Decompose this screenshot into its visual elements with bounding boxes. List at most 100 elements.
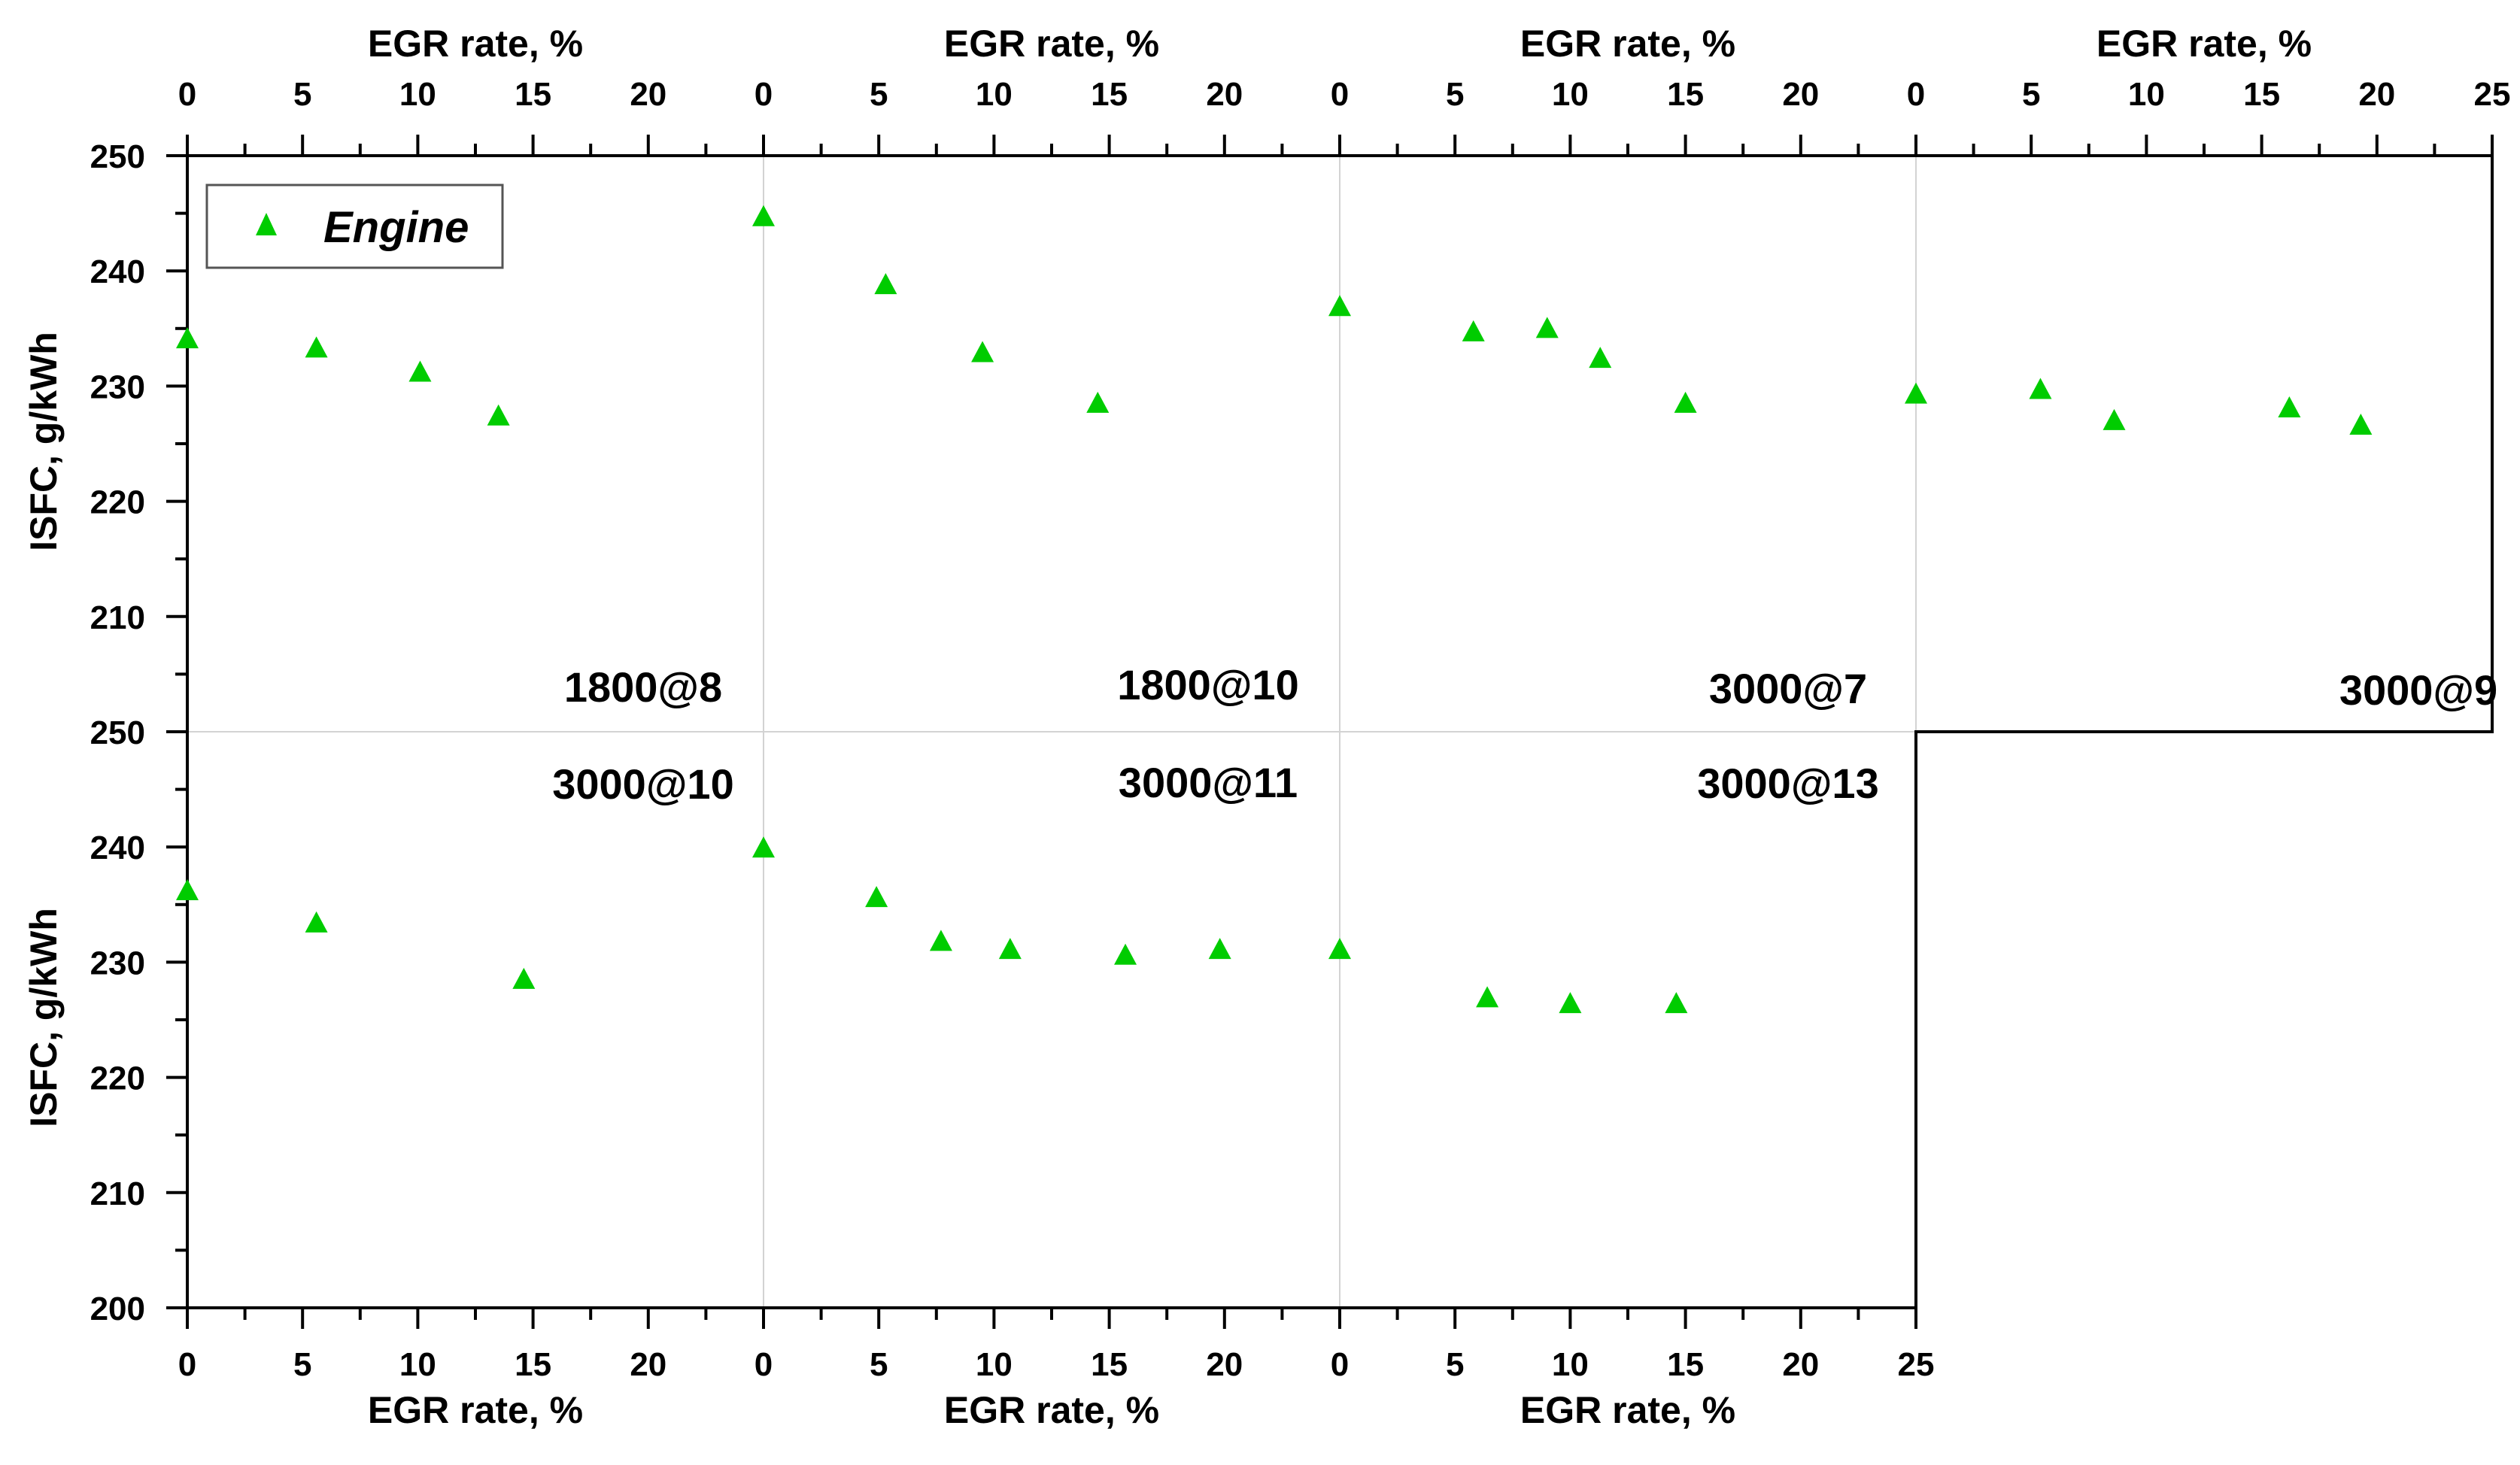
legend-label: Engine [323,203,469,252]
x-tick-label-top: 0 [754,76,773,113]
x-tick-label-top: 10 [1552,76,1589,113]
data-point [305,911,328,933]
x-tick-label-bottom: 5 [1446,1346,1464,1383]
y-tick-label: 220 [90,484,145,521]
y-tick-label: 200 [90,1291,145,1327]
data-point [752,205,775,226]
data-point [1476,986,1499,1008]
x-axis-title-top: EGR rate, % [2096,23,2312,65]
x-tick-label-bottom: 20 [1782,1346,1819,1383]
x-tick-label-top: 10 [2128,76,2165,113]
data-point [874,273,897,295]
data-point [2103,408,2126,430]
data-point [2278,396,2301,418]
data-point [998,938,1022,960]
x-tick-label-bottom: 20 [1206,1346,1243,1383]
x-tick-label-top: 15 [2243,76,2280,113]
data-point [1086,391,1110,413]
data-point [176,878,199,900]
data-point [1665,992,1688,1014]
data-point [408,360,432,382]
x-tick-label-bottom: 15 [1667,1346,1704,1383]
panel-label: 3000@9 [2339,666,2497,714]
data-point [1328,938,1351,960]
x-tick-label-top: 5 [1446,76,1464,113]
y-tick-label: 240 [90,253,145,290]
x-tick-label-top: 20 [630,76,666,113]
x-tick-label-top: 5 [293,76,311,113]
x-tick-label-top: 10 [976,76,1013,113]
x-tick-label-top: 5 [870,76,888,113]
x-tick-label-bottom: 5 [870,1346,888,1383]
y-tick-label: 210 [90,599,145,636]
x-tick-label-bottom: 0 [1331,1346,1349,1383]
x-axis-title-bottom: EGR rate, % [1520,1389,1735,1431]
y-tick-label: 230 [90,369,145,405]
panel-label: 3000@11 [1119,759,1298,806]
y-axis-title: ISFC, g/kWh [23,908,65,1127]
x-tick-label-bottom: 10 [1552,1346,1589,1383]
panel-label: 3000@7 [1709,665,1867,712]
y-tick-label: 230 [90,945,145,981]
x-tick-label-top: 10 [399,76,436,113]
data-point [1208,938,1231,960]
legend-marker [256,213,277,235]
legend: Engine [205,184,504,269]
data-point [1535,317,1559,338]
x-tick-label-bottom: 20 [630,1346,666,1383]
x-tick-label-bottom: 15 [515,1346,551,1383]
data-point [2029,378,2052,399]
data-point [305,336,328,358]
data-point [1328,295,1351,317]
legend-box [205,184,504,269]
data-point [1114,943,1137,965]
panel-label: 3000@13 [1697,760,1878,807]
data-point [1559,992,1582,1014]
data-point [487,404,510,426]
data-point [752,836,775,858]
x-tick-label-top: 0 [1907,76,1925,113]
data-point [2349,414,2373,435]
x-tick-label-bottom: 10 [976,1346,1013,1383]
y-tick-label: 250 [90,138,145,175]
data-point [929,930,952,951]
y-tick-label: 240 [90,830,145,866]
data-point [1905,382,1927,404]
y-tick-label: 250 [90,714,145,751]
x-tick-label-top: 20 [1206,76,1243,113]
data-point [1674,391,1697,413]
y-axis-title: ISFC, g/kWh [23,332,65,551]
x-axis-title-top: EGR rate, % [368,23,583,65]
x-tick-label-top: 0 [1331,76,1349,113]
x-tick-label-top: 20 [2358,76,2395,113]
data-point [1462,320,1485,341]
x-tick-label-bottom: 0 [178,1346,196,1383]
x-tick-label-top: 15 [515,76,551,113]
x-tick-label-bottom: 25 [1898,1346,1935,1383]
x-axis-title-bottom: EGR rate, % [944,1389,1159,1431]
x-tick-label-top: 15 [1091,76,1128,113]
x-tick-label-top: 15 [1667,76,1704,113]
x-tick-label-top: 0 [178,76,196,113]
data-point [512,967,536,989]
x-axis-title-bottom: EGR rate, % [368,1389,583,1431]
data-point [865,886,888,908]
x-tick-label-bottom: 10 [399,1346,436,1383]
x-tick-label-bottom: 15 [1091,1346,1128,1383]
panel-label: 1800@8 [564,663,722,711]
x-tick-label-top: 25 [2474,76,2511,113]
panel-label: 1800@10 [1117,661,1298,708]
x-tick-label-top: 5 [2022,76,2040,113]
data-point [176,327,199,349]
x-axis-title-top: EGR rate, % [944,23,1159,65]
data-point [971,341,994,362]
x-tick-label-bottom: 5 [293,1346,311,1383]
x-tick-label-bottom: 0 [754,1346,773,1383]
y-tick-label: 220 [90,1060,145,1097]
x-axis-title-top: EGR rate, % [1520,23,1735,65]
data-point [1589,347,1612,369]
panel-label: 3000@10 [552,760,733,808]
y-tick-label: 210 [90,1175,145,1212]
x-tick-label-top: 20 [1782,76,1819,113]
